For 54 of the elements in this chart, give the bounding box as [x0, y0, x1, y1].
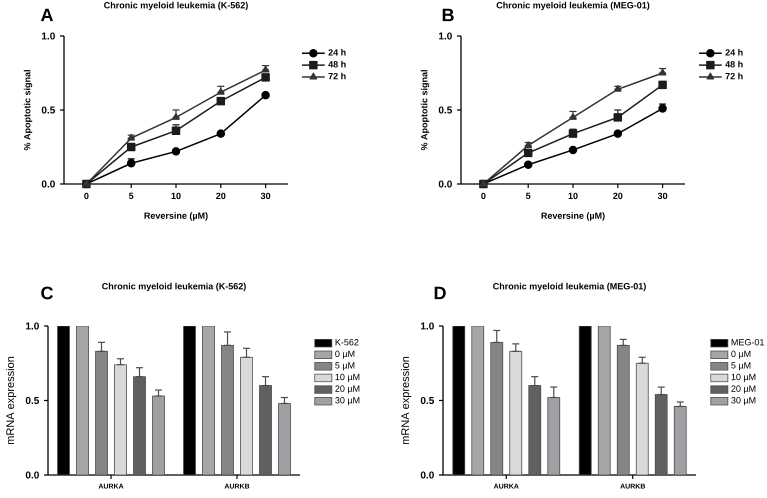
legend-label: 48 h	[328, 60, 346, 68]
legend-label: 20 µM	[335, 385, 360, 394]
y-tick-label: 0.0	[42, 180, 55, 188]
x-tick-label: 30	[658, 192, 668, 200]
y-tick-label: 0.0	[420, 471, 434, 479]
legend-label: 0 µM	[335, 350, 354, 359]
legend-label: 48 h	[725, 60, 743, 68]
legend-label: 5 µM	[335, 362, 354, 370]
legend-label: MEG-01	[732, 339, 764, 346]
x-tick-label: 0	[481, 192, 486, 200]
legend-label: 5 µM	[731, 362, 750, 370]
y-tick-label: 0.0	[26, 471, 39, 479]
y-tick-label: 1.0	[439, 32, 452, 40]
x-axis-title: Reversine (µM)	[144, 212, 208, 221]
text: B	[442, 8, 454, 22]
x-axis-title: Reversine (µM)	[542, 212, 605, 221]
x-tick-label: 5	[128, 192, 134, 199]
x-tick-label: 10	[172, 192, 181, 200]
x-tick-label: 30	[260, 192, 270, 200]
legend-label: 10 µM	[336, 374, 360, 382]
chart-title: Chronic myeloid leukemia (MEG-01)	[493, 282, 646, 292]
y-tick-label: 0.5	[42, 106, 56, 114]
y-axis-title: % Apoptotic signal	[420, 70, 430, 150]
x-tick-label: 5	[526, 192, 530, 199]
chart-title: Chronic myeloid leukemia (MEG-01)	[496, 2, 650, 10]
text: D	[434, 286, 446, 300]
legend-label: 72 h	[726, 72, 743, 80]
legend-label: 20 µM	[731, 385, 756, 394]
y-axis-title: mRNA expression	[400, 356, 412, 444]
y-tick-label: 0.5	[438, 106, 452, 114]
text: C	[41, 286, 54, 300]
y-tick-label: 1.0	[26, 322, 39, 330]
x-tick-label: 20	[613, 192, 622, 200]
chart-title: Chronic myeloid leukemia (K-562)	[104, 2, 248, 10]
y-axis-title: % Apoptotic signal	[24, 70, 32, 150]
legend-label: 10 µM	[732, 374, 756, 382]
legend-label: 30 µM	[335, 397, 360, 406]
text: A	[40, 8, 54, 22]
legend-label: K-562	[336, 339, 358, 346]
legend-label: 30 µM	[731, 397, 756, 406]
y-tick-label: 1.0	[42, 32, 55, 40]
x-tick-label: 20	[216, 192, 226, 200]
legend-label: 72 h	[328, 72, 346, 80]
chart-title: Chronic myeloid leukemia (K-562)	[102, 282, 246, 292]
legend-label: 24 h	[725, 48, 743, 56]
y-tick-label: 0.0	[438, 180, 452, 188]
x-tick-label: 0	[84, 192, 89, 200]
legend-label: 24 h	[328, 48, 346, 56]
y-axis-title: mRNA expression	[6, 356, 16, 444]
y-tick-label: 1.0	[421, 322, 434, 330]
legend-label: 0 µM	[731, 350, 750, 359]
y-tick-label: 0.5	[420, 396, 434, 404]
y-tick-label: 0.5	[26, 396, 40, 404]
x-tick-label: 10	[568, 192, 578, 200]
